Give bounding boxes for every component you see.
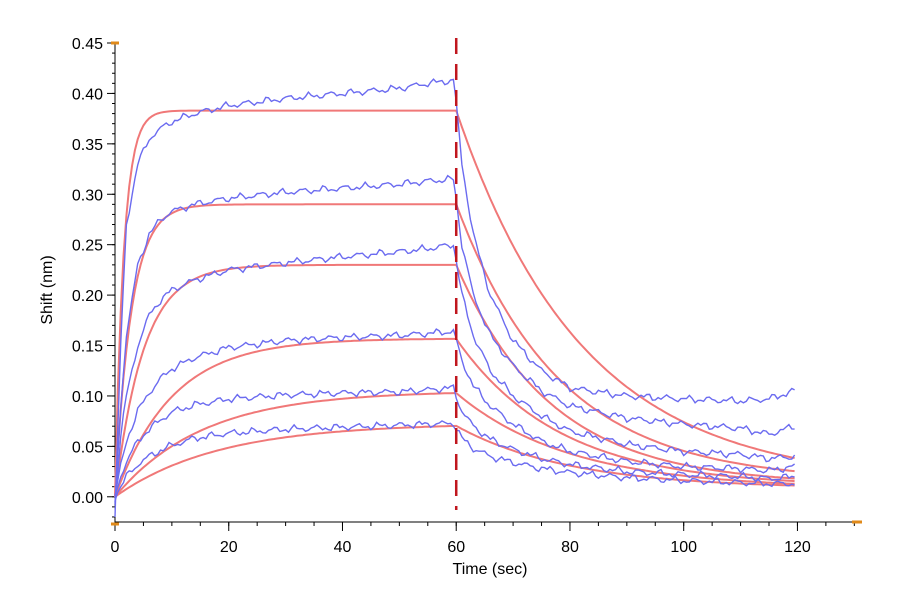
x-tick-label: 100 (670, 539, 697, 556)
x-tick-label: 20 (220, 539, 238, 556)
y-tick-label: 0.45 (72, 36, 103, 53)
fit-curve-2 (114, 203, 795, 497)
y-tick-label: 0.00 (72, 490, 103, 507)
y-tick-label: 0.15 (72, 339, 103, 356)
y-tick-label: 0.05 (72, 439, 103, 456)
measured-curve-6 (114, 420, 795, 501)
x-tick-label: 40 (334, 539, 352, 556)
y-tick-label: 0.20 (72, 288, 103, 305)
measured-curve-3 (114, 243, 796, 503)
measured-curve-4 (114, 328, 795, 498)
y-tick-label: 0.30 (72, 187, 103, 204)
measured-curve-1 (114, 78, 795, 518)
measured-curves (114, 78, 796, 518)
x-axis-title: Time (sec) (453, 561, 528, 578)
x-tick-label: 0 (111, 539, 120, 556)
x-tick-label: 60 (447, 539, 465, 556)
fit-curve-6 (114, 424, 795, 498)
y-tick-label: 0.40 (72, 86, 103, 103)
y-axis-title: Shift (nm) (39, 255, 56, 324)
axes: 0 20 40 60 80 100 120 0.00 0.05 0.10 0.15 0.20 0.25 0… (72, 36, 862, 556)
x-tick-label: 120 (784, 539, 811, 556)
y-tick-label: 0.25 (72, 238, 103, 255)
measured-curve-5 (114, 384, 795, 496)
y-tick-label: 0.35 (72, 137, 103, 154)
x-tick-label: 80 (561, 539, 579, 556)
measured-curve-2 (114, 174, 795, 505)
y-tick-label: 0.10 (72, 389, 103, 406)
fit-curve-3 (114, 263, 795, 497)
fit-curve-1 (114, 109, 795, 497)
fit-curve-4 (114, 337, 795, 498)
fit-curves (114, 109, 795, 498)
